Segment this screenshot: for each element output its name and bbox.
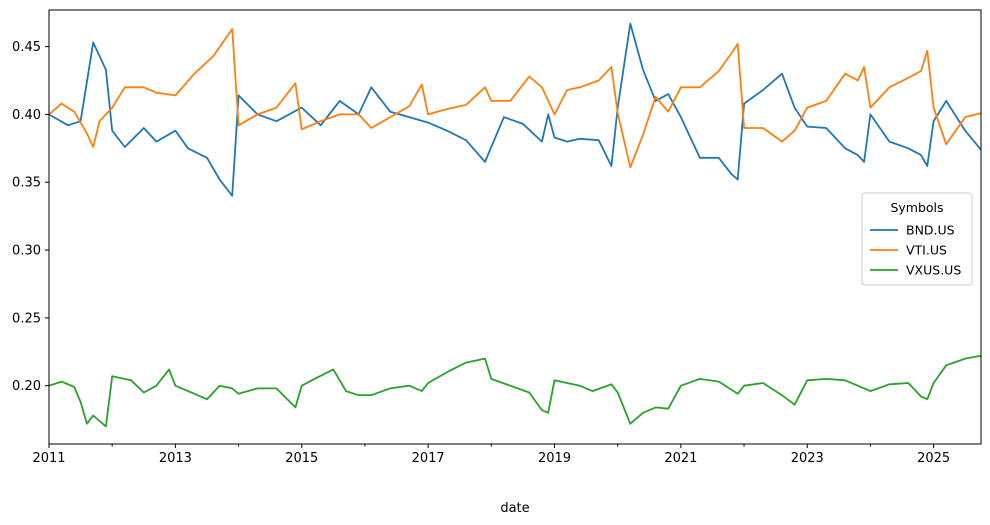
legend-box: [861, 192, 973, 286]
x-tick-label: 2019: [538, 451, 571, 466]
y-tick-label: 0.30: [12, 244, 41, 259]
x-tick-label: 2017: [412, 451, 445, 466]
series-line-vti-us: [48, 28, 982, 169]
x-tick-label: 2021: [664, 451, 697, 466]
plot-frame: [48, 9, 982, 445]
x-tick-label: 2011: [32, 451, 65, 466]
x-axis: 2011 2013 2015 2017 2019 2021 2023 2025: [32, 444, 950, 466]
legend-title: Symbols: [890, 200, 943, 215]
legend-label: VTI.US: [906, 243, 947, 258]
x-axis-label: date: [500, 501, 529, 516]
legend-label: BND.US: [906, 223, 955, 238]
x-tick-label: 2023: [791, 451, 824, 466]
x-tick-label: 2025: [917, 451, 950, 466]
x-tick-label: 2013: [159, 451, 192, 466]
y-tick-label: 0.45: [12, 40, 41, 55]
series-line-vxus-us: [48, 354, 982, 428]
series-lines: [48, 22, 982, 428]
y-axis: 0.20 0.25 0.30 0.35 0.40 0.45: [12, 40, 49, 394]
y-tick-label: 0.40: [12, 108, 41, 123]
legend: Symbols BND.US VTI.US VXUS.US: [861, 192, 973, 286]
y-tick-label: 0.35: [12, 176, 41, 191]
x-tick-label: 2015: [285, 451, 318, 466]
y-tick-label: 0.20: [12, 379, 41, 394]
series-line-bnd-us: [48, 22, 982, 197]
legend-label: VXUS.US: [906, 263, 961, 278]
y-tick-label: 0.25: [12, 311, 41, 326]
